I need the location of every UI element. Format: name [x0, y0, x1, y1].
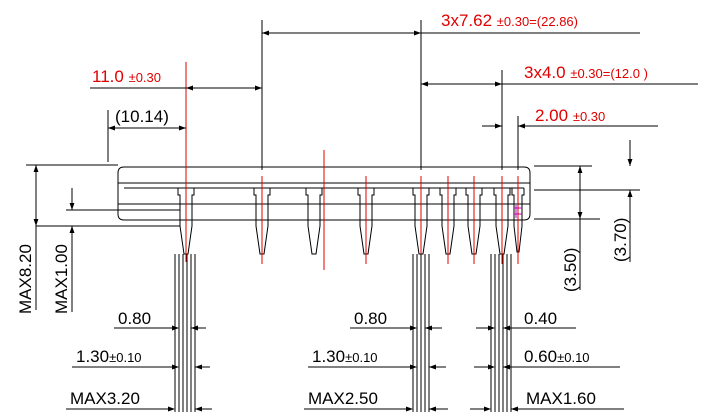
dim-pitch-c: 3x4.0 ±0.30=(12.0 )	[421, 63, 698, 170]
dim-shoulder-c: 0.60±0.10	[474, 347, 620, 370]
dim-height-a: (3.50)	[534, 165, 600, 292]
dim-shoulder-b: 1.30±0.10	[308, 347, 446, 370]
shoulder-a-value: 1.30	[76, 347, 109, 366]
height-a-value: (3.50)	[561, 248, 580, 292]
pin-group-c	[439, 188, 525, 255]
dim-maxw-b: MAX2.50	[304, 389, 448, 412]
dim-lead-a: 0.80	[114, 309, 206, 331]
max-standoff-value: MAX1.00	[52, 244, 71, 314]
dim-lead-c: 0.40	[476, 309, 576, 331]
shoulder-b-tolerance: ±0.10	[345, 350, 377, 365]
dim-lead-b: 0.80	[350, 309, 442, 331]
pin-centerlines	[185, 62, 519, 270]
svg-text:11.0 ±0.30: 11.0 ±0.30	[92, 67, 161, 86]
shoulder-b-value: 1.30	[312, 347, 345, 366]
svg-text:1.30±0.10: 1.30±0.10	[76, 347, 142, 366]
pitch-b-tolerance: ±0.30=(22.86)	[497, 14, 578, 29]
pitch-b-value: 3x7.62	[441, 11, 497, 30]
lead-a-value: 0.80	[118, 309, 151, 328]
dim-max-height: MAX8.20	[16, 164, 118, 314]
pitch-c-value: 3x4.0	[524, 63, 570, 82]
maxw-a-value: MAX3.20	[70, 389, 140, 408]
lead-extension-lines	[174, 254, 512, 412]
svg-text:2.00 ±0.30: 2.00 ±0.30	[535, 106, 605, 125]
pitch-d-tolerance: ±0.30	[573, 109, 605, 124]
row-offset-tolerance: ±0.30	[129, 70, 161, 85]
dim-height-b: (3.70)	[534, 140, 640, 262]
dim-pitch-d: 2.00 ±0.30	[482, 106, 658, 170]
lead-b-value: 0.80	[354, 309, 387, 328]
pitch-c-tolerance: ±0.30=(12.0 )	[570, 66, 648, 81]
svg-text:1.30±0.10: 1.30±0.10	[312, 347, 378, 366]
svg-text:3x7.62 ±0.30=(22.86): 3x7.62 ±0.30=(22.86)	[441, 11, 578, 30]
dim-pitch-b: 3x7.62 ±0.30=(22.86)	[261, 11, 640, 170]
maxw-b-value: MAX2.50	[308, 389, 378, 408]
svg-text:0.60±0.10: 0.60±0.10	[524, 347, 590, 366]
dim-row-offset: 11.0 ±0.30	[90, 67, 262, 91]
svg-text:3x4.0 ±0.30=(12.0 ): 3x4.0 ±0.30=(12.0 )	[524, 63, 648, 82]
row-offset-value: 11.0	[92, 67, 129, 86]
dim-body-ref: (10.14)	[107, 107, 186, 162]
dim-shoulder-a: 1.30±0.10	[72, 347, 210, 370]
dim-maxw-c: MAX1.60	[470, 389, 624, 412]
shoulder-a-tolerance: ±0.10	[109, 350, 141, 365]
body-ref-value: (10.14)	[115, 107, 169, 126]
pin-group-b	[253, 188, 430, 255]
maxw-c-value: MAX1.60	[526, 389, 596, 408]
height-b-value: (3.70)	[611, 218, 630, 262]
lead-c-value: 0.40	[524, 309, 557, 328]
shoulder-c-tolerance: ±0.10	[557, 350, 589, 365]
dim-maxw-a: MAX3.20	[66, 389, 212, 412]
pitch-d-value: 2.00	[535, 106, 573, 125]
shoulder-c-value: 0.60	[524, 347, 557, 366]
dim-max-standoff: MAX1.00	[36, 188, 180, 314]
max-height-value: MAX8.20	[16, 244, 35, 314]
